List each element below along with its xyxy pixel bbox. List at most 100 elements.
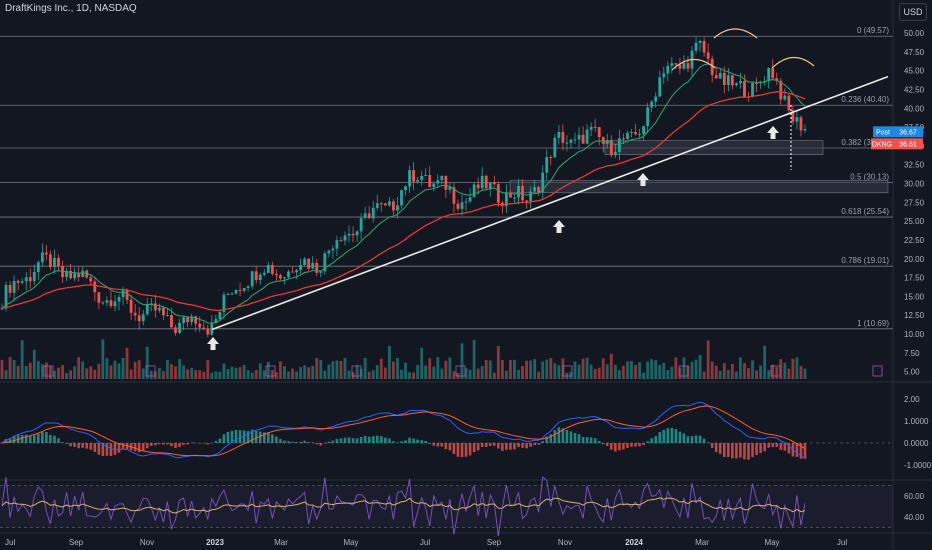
candle-body	[113, 301, 117, 307]
currency-button[interactable]: USD	[899, 3, 927, 21]
macd-hist-bar	[755, 443, 758, 456]
candle-body	[379, 203, 383, 205]
price-tick-17: 7.50	[904, 349, 920, 358]
candle-body	[396, 205, 399, 211]
candle-body	[303, 258, 307, 265]
macd-hist-bar	[497, 443, 500, 449]
volume-bar	[718, 370, 722, 379]
volume-bar	[577, 364, 581, 379]
left-shoulder-arc	[671, 58, 716, 71]
volume-bar	[658, 365, 662, 379]
candle-body	[105, 300, 109, 303]
macd-hist-bar	[601, 443, 605, 445]
macd-hist-bar	[93, 443, 97, 452]
candle-body	[20, 281, 24, 283]
macd-hist-bar	[605, 443, 609, 446]
candle-body	[609, 140, 613, 156]
macd-hist-bar	[49, 434, 52, 443]
macd-hist-bar	[727, 443, 730, 458]
candle-body	[347, 233, 351, 236]
candle-body	[145, 304, 149, 315]
volume-bar	[553, 363, 557, 379]
volume-bar	[424, 365, 428, 379]
earnings-icon	[145, 365, 156, 377]
macd-hist-bar	[384, 437, 387, 443]
macd-hist-bar	[242, 430, 246, 443]
volume-bar	[420, 347, 424, 379]
macd-hist-bar	[327, 441, 331, 443]
candle-body	[799, 117, 803, 131]
candle-body	[404, 186, 407, 191]
fib-label-6: 1 (10.69)	[857, 319, 889, 328]
macd-hist-bar	[85, 443, 89, 449]
candle-body	[634, 132, 637, 135]
macd-hist-bar	[634, 443, 637, 447]
volume-bar	[339, 360, 343, 379]
candle-body	[24, 277, 28, 282]
macd-hist-bar	[234, 429, 238, 443]
volume-bar	[28, 362, 32, 379]
candle-body	[270, 265, 274, 274]
candle-body	[36, 262, 40, 272]
volume-bar	[20, 340, 24, 379]
macd-hist-bar	[706, 442, 710, 443]
macd-hist-bar	[597, 440, 601, 443]
volume-bar	[149, 370, 153, 379]
volume-bar	[472, 340, 476, 379]
earnings-icon	[770, 365, 781, 377]
candle-body	[666, 66, 670, 74]
macd-hist-bar	[206, 443, 210, 445]
volume-bar	[121, 358, 125, 379]
macd-hist-bar	[698, 435, 702, 443]
uptrend-line	[211, 75, 889, 331]
macd-hist-bar	[468, 443, 472, 456]
volume-bar	[662, 362, 666, 379]
ema-long-line	[1, 91, 806, 312]
volume-bar	[186, 369, 190, 379]
volume-bar	[654, 360, 658, 379]
macd-hist-bar	[396, 442, 399, 444]
volume-bar	[254, 369, 258, 379]
price-tick-13: 17.50	[904, 274, 925, 283]
candle-body	[279, 275, 282, 279]
macd-hist-bar	[472, 443, 476, 453]
volume-bar	[279, 361, 282, 379]
candle-body	[137, 315, 141, 322]
candle-body	[97, 292, 101, 303]
candle-body	[646, 107, 650, 127]
candle-body	[529, 191, 533, 202]
candle-body	[226, 294, 230, 296]
volume-bar	[779, 359, 783, 379]
volume-bar	[331, 361, 335, 379]
candle-body	[642, 126, 645, 134]
candle-body	[299, 264, 303, 271]
volume-bar	[759, 365, 763, 379]
macd-hist-bar	[331, 440, 335, 443]
volume-bar	[488, 360, 492, 379]
volume-bar	[722, 363, 726, 379]
macd-hist-bar	[488, 443, 492, 446]
macd-hist-bar	[295, 442, 298, 443]
macd-hist-bar	[561, 428, 565, 443]
volume-bar	[747, 368, 750, 379]
macd-hist-bar	[307, 442, 310, 443]
macd-hist-bar	[311, 442, 315, 443]
ticker-badge-value: 36.61	[899, 141, 917, 148]
candles	[0, 37, 807, 338]
head-arc	[713, 28, 758, 39]
macd-hist-bar	[759, 443, 762, 454]
volume-bar	[396, 357, 399, 379]
candle-body	[468, 197, 472, 202]
candle-body	[545, 157, 549, 173]
earnings-icon	[872, 365, 883, 377]
candle-body	[412, 170, 415, 182]
macd-hist-bar	[662, 429, 666, 443]
macd-hist-bar	[678, 431, 682, 443]
candle-body	[129, 299, 133, 313]
candle-body	[262, 272, 266, 275]
candle-body	[89, 277, 93, 282]
volume-bar	[392, 361, 395, 379]
candle-body	[242, 287, 246, 291]
time-tick-3: 2023	[206, 538, 224, 547]
